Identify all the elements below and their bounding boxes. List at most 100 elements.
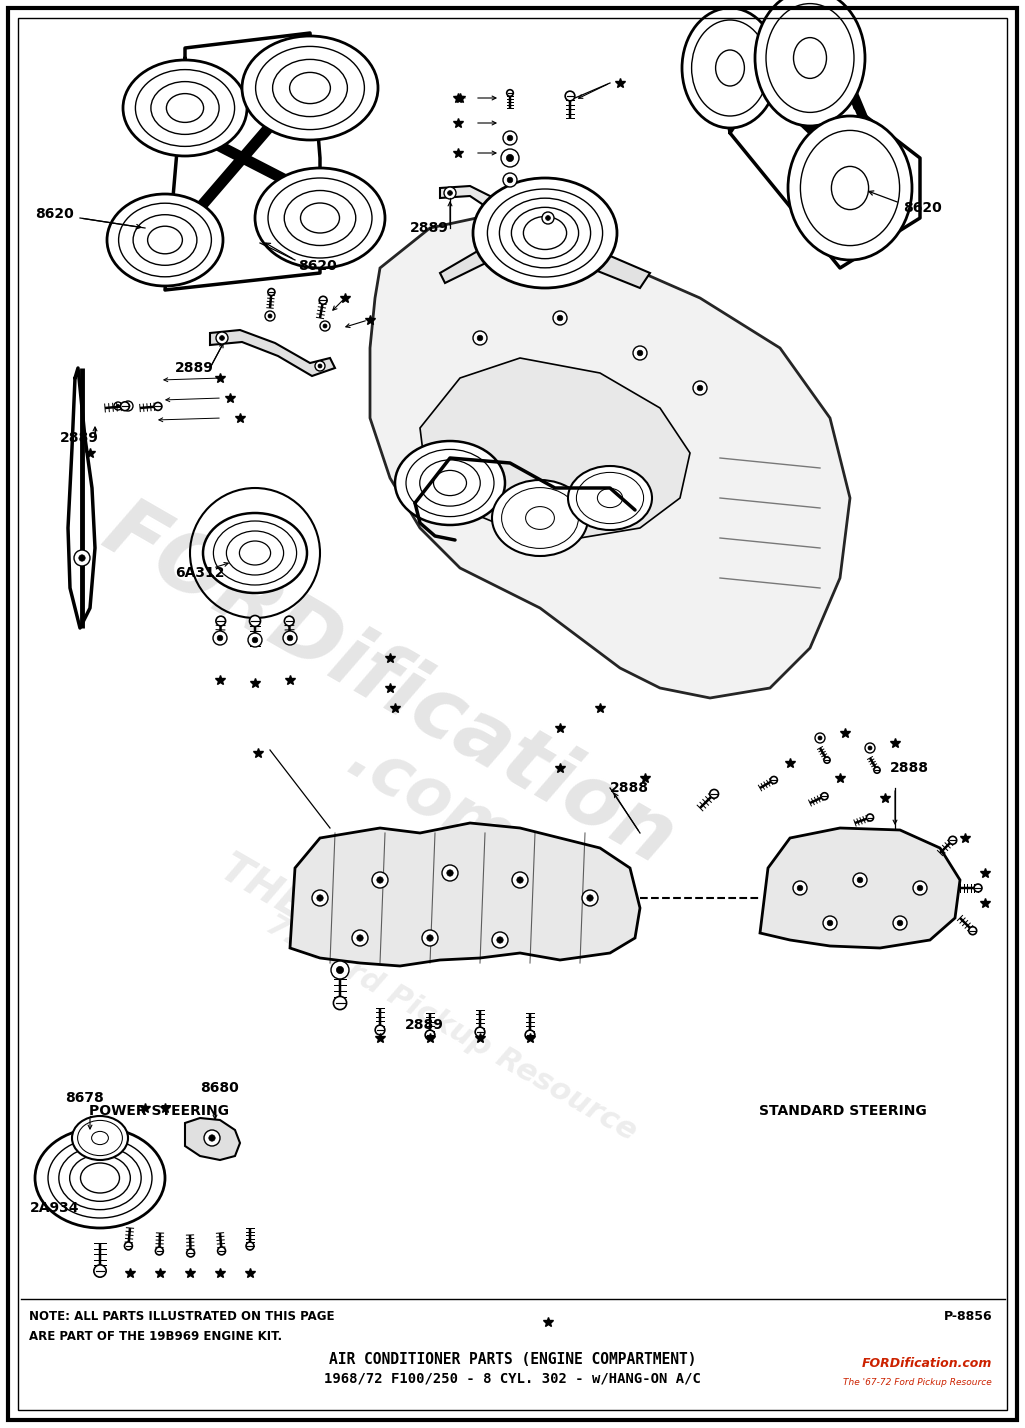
Circle shape xyxy=(693,381,707,396)
Circle shape xyxy=(586,895,593,901)
Circle shape xyxy=(357,935,363,941)
Circle shape xyxy=(893,915,907,930)
Circle shape xyxy=(503,131,517,146)
Ellipse shape xyxy=(203,513,308,593)
Circle shape xyxy=(204,1130,220,1147)
Circle shape xyxy=(375,1025,384,1035)
Text: POWER STEERING: POWER STEERING xyxy=(89,1104,229,1118)
Circle shape xyxy=(448,190,452,196)
Ellipse shape xyxy=(123,60,247,156)
Circle shape xyxy=(323,324,327,328)
Text: 2888: 2888 xyxy=(610,781,649,795)
Circle shape xyxy=(709,790,719,798)
Circle shape xyxy=(249,615,260,627)
Circle shape xyxy=(265,311,275,321)
Circle shape xyxy=(331,961,348,980)
Text: 2889: 2889 xyxy=(405,1018,444,1032)
Circle shape xyxy=(121,401,129,411)
Polygon shape xyxy=(370,213,850,698)
Circle shape xyxy=(815,733,825,743)
Polygon shape xyxy=(440,186,560,230)
Circle shape xyxy=(476,1027,485,1037)
Text: 2A934: 2A934 xyxy=(30,1201,80,1215)
Circle shape xyxy=(154,403,162,410)
Circle shape xyxy=(79,555,85,561)
Ellipse shape xyxy=(682,9,778,129)
Circle shape xyxy=(517,877,523,883)
Circle shape xyxy=(187,1250,195,1257)
Text: P-8856: P-8856 xyxy=(944,1309,992,1324)
Circle shape xyxy=(209,1135,215,1141)
Circle shape xyxy=(512,873,528,888)
Ellipse shape xyxy=(242,36,378,140)
Circle shape xyxy=(312,890,328,905)
Ellipse shape xyxy=(395,441,505,526)
Circle shape xyxy=(507,136,512,141)
Circle shape xyxy=(213,631,227,645)
Circle shape xyxy=(94,1265,107,1277)
Circle shape xyxy=(268,288,275,296)
Circle shape xyxy=(284,615,294,625)
Circle shape xyxy=(248,633,262,647)
Text: FORDification.com: FORDification.com xyxy=(862,1357,992,1371)
Text: FORDification: FORDification xyxy=(89,488,690,883)
Circle shape xyxy=(333,997,346,1010)
Ellipse shape xyxy=(568,466,652,530)
Text: The '67-72 Ford Pickup Resource: The '67-72 Ford Pickup Resource xyxy=(844,1378,992,1387)
Circle shape xyxy=(372,873,388,888)
Circle shape xyxy=(426,935,434,941)
Circle shape xyxy=(565,91,575,101)
Circle shape xyxy=(866,814,873,821)
Circle shape xyxy=(857,877,863,883)
Circle shape xyxy=(117,404,120,407)
Circle shape xyxy=(501,149,519,167)
Circle shape xyxy=(216,331,228,344)
Circle shape xyxy=(246,1242,254,1250)
Circle shape xyxy=(492,932,508,948)
Circle shape xyxy=(123,401,133,411)
Circle shape xyxy=(638,350,643,356)
Circle shape xyxy=(554,311,567,326)
Text: 6A312: 6A312 xyxy=(175,565,224,580)
Circle shape xyxy=(319,297,327,304)
Ellipse shape xyxy=(107,194,223,286)
Circle shape xyxy=(124,1242,132,1250)
Polygon shape xyxy=(210,330,335,376)
Text: 72 Ford Pickup Resource: 72 Ford Pickup Resource xyxy=(260,910,642,1147)
Text: 8680: 8680 xyxy=(200,1081,239,1095)
Circle shape xyxy=(917,885,922,891)
Circle shape xyxy=(216,615,226,625)
Circle shape xyxy=(442,865,458,881)
Text: AIR CONDITIONER PARTS (ENGINE COMPARTMENT): AIR CONDITIONER PARTS (ENGINE COMPARTMEN… xyxy=(329,1352,696,1367)
Circle shape xyxy=(352,930,368,945)
Circle shape xyxy=(473,331,487,346)
Circle shape xyxy=(444,187,456,198)
Circle shape xyxy=(633,346,647,360)
Ellipse shape xyxy=(788,116,912,260)
Circle shape xyxy=(974,884,982,892)
Circle shape xyxy=(336,967,343,974)
Circle shape xyxy=(317,895,323,901)
Circle shape xyxy=(497,937,503,944)
Circle shape xyxy=(823,915,837,930)
Ellipse shape xyxy=(473,178,617,288)
Circle shape xyxy=(897,920,903,925)
Polygon shape xyxy=(420,358,690,538)
Circle shape xyxy=(868,745,872,750)
Text: 8620: 8620 xyxy=(298,258,337,273)
Circle shape xyxy=(219,336,224,340)
Ellipse shape xyxy=(35,1128,165,1228)
Polygon shape xyxy=(440,238,650,288)
Circle shape xyxy=(771,777,777,784)
Text: 8620: 8620 xyxy=(35,207,74,221)
Circle shape xyxy=(503,173,517,187)
Circle shape xyxy=(853,873,867,887)
Circle shape xyxy=(126,404,130,408)
Text: ARE PART OF THE 19B969 ENGINE KIT.: ARE PART OF THE 19B969 ENGINE KIT. xyxy=(29,1329,282,1344)
Text: 2889: 2889 xyxy=(175,361,214,376)
Circle shape xyxy=(582,890,598,905)
Circle shape xyxy=(793,881,807,895)
Circle shape xyxy=(545,216,550,220)
Circle shape xyxy=(320,321,330,331)
Circle shape xyxy=(525,1030,535,1040)
